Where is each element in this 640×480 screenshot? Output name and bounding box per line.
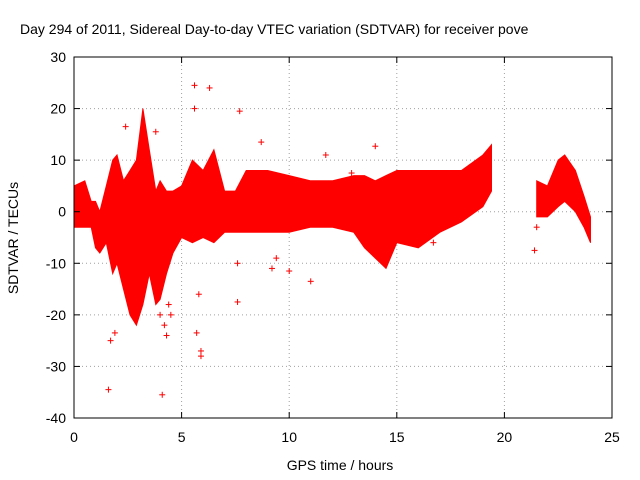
y-tick-label: -40: [46, 410, 66, 426]
x-tick-labels: 0 5 10 15 20 25: [70, 429, 620, 445]
data-point: [197, 353, 204, 360]
data-point: [107, 337, 114, 344]
data-band: [73, 108, 591, 327]
y-tick-label: -10: [46, 255, 66, 271]
data-point: [165, 301, 172, 308]
data-point: [307, 278, 314, 285]
data-point: [533, 224, 540, 231]
series-band: [73, 108, 492, 327]
data-point: [152, 128, 159, 135]
chart-title: Day 294 of 2011, Sidereal Day-to-day VTE…: [20, 21, 529, 37]
data-point: [157, 311, 164, 318]
plot-frame: [73, 56, 613, 419]
x-tick-label: 15: [389, 429, 405, 445]
data-point: [191, 105, 198, 112]
series-band: [536, 154, 591, 243]
data-point: [286, 268, 293, 275]
x-tick-label: 10: [281, 429, 297, 445]
y-tick-labels: -40 -30 -20 -10 0 10 20 30: [46, 49, 66, 426]
x-axis-label: GPS time / hours: [287, 457, 394, 473]
outliers: [105, 82, 540, 398]
data-point: [191, 82, 198, 89]
data-point: [105, 386, 112, 393]
data-point: [258, 139, 265, 146]
y-tick-label: 10: [50, 152, 66, 168]
y-tick-label: 20: [50, 101, 66, 117]
data-point: [273, 255, 280, 262]
x-tick-label: 0: [70, 429, 78, 445]
data-point: [531, 247, 538, 254]
y-tick-label: 0: [58, 204, 66, 220]
data-point: [161, 322, 168, 329]
data-point: [159, 391, 166, 398]
data-point: [236, 108, 243, 115]
data-point: [372, 143, 379, 150]
data-point: [122, 123, 129, 130]
data-point: [163, 332, 170, 339]
data-point: [268, 265, 275, 272]
y-axis-label: SDTVAR / TECUs: [5, 182, 21, 294]
y-tick-label: -20: [46, 307, 66, 323]
data-point: [322, 151, 329, 158]
x-tick-label: 5: [178, 429, 186, 445]
data-point: [167, 311, 174, 318]
x-tick-label: 25: [604, 429, 620, 445]
ticks: [73, 56, 613, 419]
y-tick-label: 30: [50, 49, 66, 65]
data-point: [234, 260, 241, 267]
data-point: [197, 347, 204, 354]
data-point: [206, 84, 213, 91]
data-point: [195, 291, 202, 298]
data-point: [430, 239, 437, 246]
x-tick-label: 20: [497, 429, 513, 445]
data-point: [193, 329, 200, 336]
data-point: [111, 329, 118, 336]
y-tick-label: -30: [46, 358, 66, 374]
data-point: [348, 170, 355, 177]
data-point: [234, 298, 241, 305]
